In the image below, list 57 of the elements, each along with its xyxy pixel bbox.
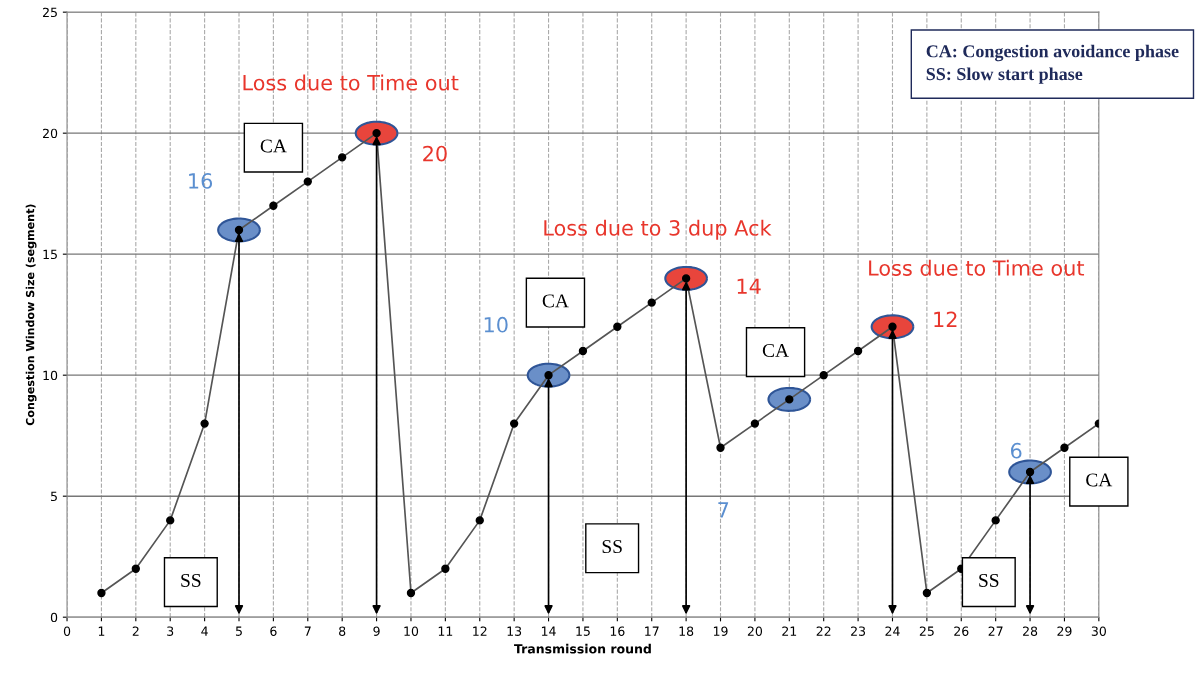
annotation: 6	[1011, 442, 1022, 459]
x-tick-label: 11	[438, 626, 453, 636]
x-tick-label: 4	[201, 626, 208, 636]
x-tick-label: 14	[541, 626, 556, 636]
x-tick-label: 17	[645, 626, 659, 636]
annotation: 16	[189, 173, 213, 189]
x-tick-label: 1	[98, 626, 105, 636]
x-tick-label: 28	[1023, 626, 1038, 636]
x-tick-label: 16	[610, 626, 625, 636]
y-tick-label: 20	[43, 128, 58, 139]
x-axis-title: Transmission round	[514, 643, 651, 654]
x-tick-label: 3	[167, 626, 174, 636]
y-axis-title: Congestion Window Size (segment)	[25, 204, 37, 426]
annotation: CA	[542, 294, 569, 308]
y-tick-label: 5	[51, 491, 57, 502]
annotation: Loss due to Time out	[869, 259, 1085, 276]
y-tick-label: 15	[43, 249, 57, 260]
x-tick-label: 20	[747, 626, 763, 636]
annotation: CA	[260, 139, 287, 153]
x-tick-label: 18	[679, 626, 694, 636]
annotation: SS	[602, 540, 622, 554]
y-tick-label: 25	[43, 7, 57, 18]
annotation: 7	[718, 502, 729, 518]
x-tick-label: 7	[304, 626, 311, 636]
annotation: Loss due to 3 dup Ack	[544, 219, 772, 240]
x-tick-label: 30	[1091, 626, 1106, 636]
annotation: CA	[1086, 473, 1113, 487]
x-tick-label: 29	[1057, 626, 1072, 636]
annotation: 14	[737, 278, 761, 294]
x-tick-label: 2	[132, 626, 139, 636]
x-tick-label: 13	[507, 626, 522, 636]
x-tick-label: 22	[816, 626, 831, 636]
annotation: CA	[762, 343, 789, 358]
x-tick-label: 26	[954, 626, 969, 636]
x-tick-label: 15	[576, 626, 590, 636]
x-tick-label: 21	[782, 626, 797, 636]
y-tick-label: 0	[50, 612, 58, 623]
x-tick-label: 0	[63, 626, 71, 636]
x-tick-label: 9	[373, 626, 380, 636]
x-tick-label: 19	[713, 626, 728, 636]
x-tick-label: 6	[270, 626, 277, 636]
x-tick-label: 23	[851, 626, 866, 636]
x-tick-label: 10	[404, 626, 419, 636]
x-tick-label: 24	[885, 626, 900, 636]
y-tick-label: 10	[43, 370, 58, 381]
annotation: SS	[181, 573, 201, 587]
annotation: 12	[934, 311, 957, 327]
annotation: CA: Congestion avoidance phase SS: Slow start phase	[926, 44, 1179, 84]
x-tick-label: 12	[473, 626, 487, 636]
annotation: 20	[423, 145, 447, 162]
x-tick-label: 27	[988, 626, 1003, 636]
annotation: Loss due to Time out	[243, 74, 459, 91]
x-tick-label: 25	[919, 626, 934, 636]
x-tick-label: 8	[339, 626, 346, 636]
x-tick-label: 5	[235, 626, 242, 636]
annotation: 10	[484, 316, 508, 333]
annotation: SS	[979, 573, 999, 587]
